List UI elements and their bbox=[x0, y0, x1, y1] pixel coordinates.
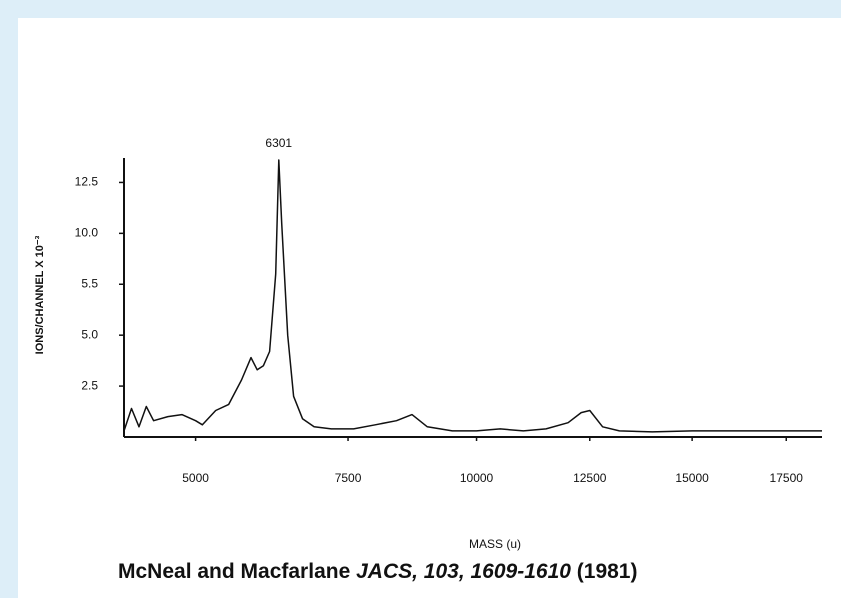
y-tick-label: 5.0 bbox=[81, 327, 98, 341]
y-axis-label: IONS/CHANNEL X 10⁻³ bbox=[34, 235, 46, 354]
slide bbox=[18, 18, 841, 598]
spectrum-line bbox=[123, 159, 822, 433]
x-tick-label: 7500 bbox=[335, 471, 362, 485]
y-tick-label: 2.5 bbox=[81, 378, 98, 392]
caption: McNeal and Macfarlane JACS, 103, 1609-16… bbox=[118, 560, 637, 584]
y-tick-label: 10.0 bbox=[75, 226, 99, 240]
x-axis-label: MASS (u) bbox=[469, 537, 521, 551]
x-tick-label: 5000 bbox=[182, 471, 209, 485]
caption-year: (1981) bbox=[576, 560, 638, 583]
x-tick-label: 17500 bbox=[770, 471, 804, 485]
x-tick-label: 10000 bbox=[460, 471, 494, 485]
y-tick-label: 5.5 bbox=[81, 276, 98, 290]
caption-journal: JACS, 103, 1609-1610 bbox=[356, 560, 571, 583]
x-tick-label: 12500 bbox=[573, 471, 607, 485]
y-tick-label: 12.5 bbox=[75, 175, 99, 189]
peak-label: 6301 bbox=[265, 136, 292, 150]
x-tick-label: 15000 bbox=[675, 471, 709, 485]
caption-authors: McNeal and Macfarlane bbox=[118, 560, 351, 583]
